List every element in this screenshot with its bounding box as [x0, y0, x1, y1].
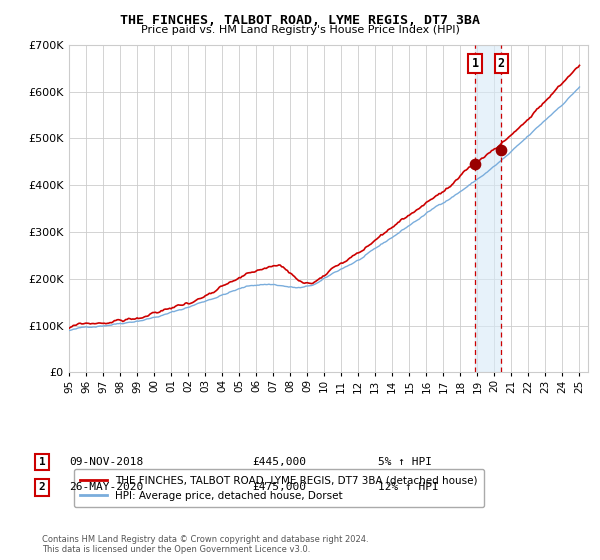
- Text: Contains HM Land Registry data © Crown copyright and database right 2024.
This d: Contains HM Land Registry data © Crown c…: [42, 535, 368, 554]
- Text: 2: 2: [497, 57, 505, 70]
- Point: [470, 160, 480, 169]
- Text: 09-NOV-2018: 09-NOV-2018: [69, 457, 143, 467]
- Text: 1: 1: [472, 57, 479, 70]
- Text: 26-MAY-2020: 26-MAY-2020: [69, 482, 143, 492]
- Text: £475,000: £475,000: [252, 482, 306, 492]
- Point: [496, 146, 506, 155]
- Text: Price paid vs. HM Land Registry's House Price Index (HPI): Price paid vs. HM Land Registry's House …: [140, 25, 460, 35]
- Text: £445,000: £445,000: [252, 457, 306, 467]
- Text: THE FINCHES, TALBOT ROAD, LYME REGIS, DT7 3BA: THE FINCHES, TALBOT ROAD, LYME REGIS, DT…: [120, 14, 480, 27]
- Text: 5% ↑ HPI: 5% ↑ HPI: [378, 457, 432, 467]
- Legend: THE FINCHES, TALBOT ROAD, LYME REGIS, DT7 3BA (detached house), HPI: Average pri: THE FINCHES, TALBOT ROAD, LYME REGIS, DT…: [74, 469, 484, 507]
- Text: 2: 2: [38, 482, 46, 492]
- Text: 12% ↑ HPI: 12% ↑ HPI: [378, 482, 439, 492]
- Text: 1: 1: [38, 457, 46, 467]
- Bar: [475, 45, 501, 372]
